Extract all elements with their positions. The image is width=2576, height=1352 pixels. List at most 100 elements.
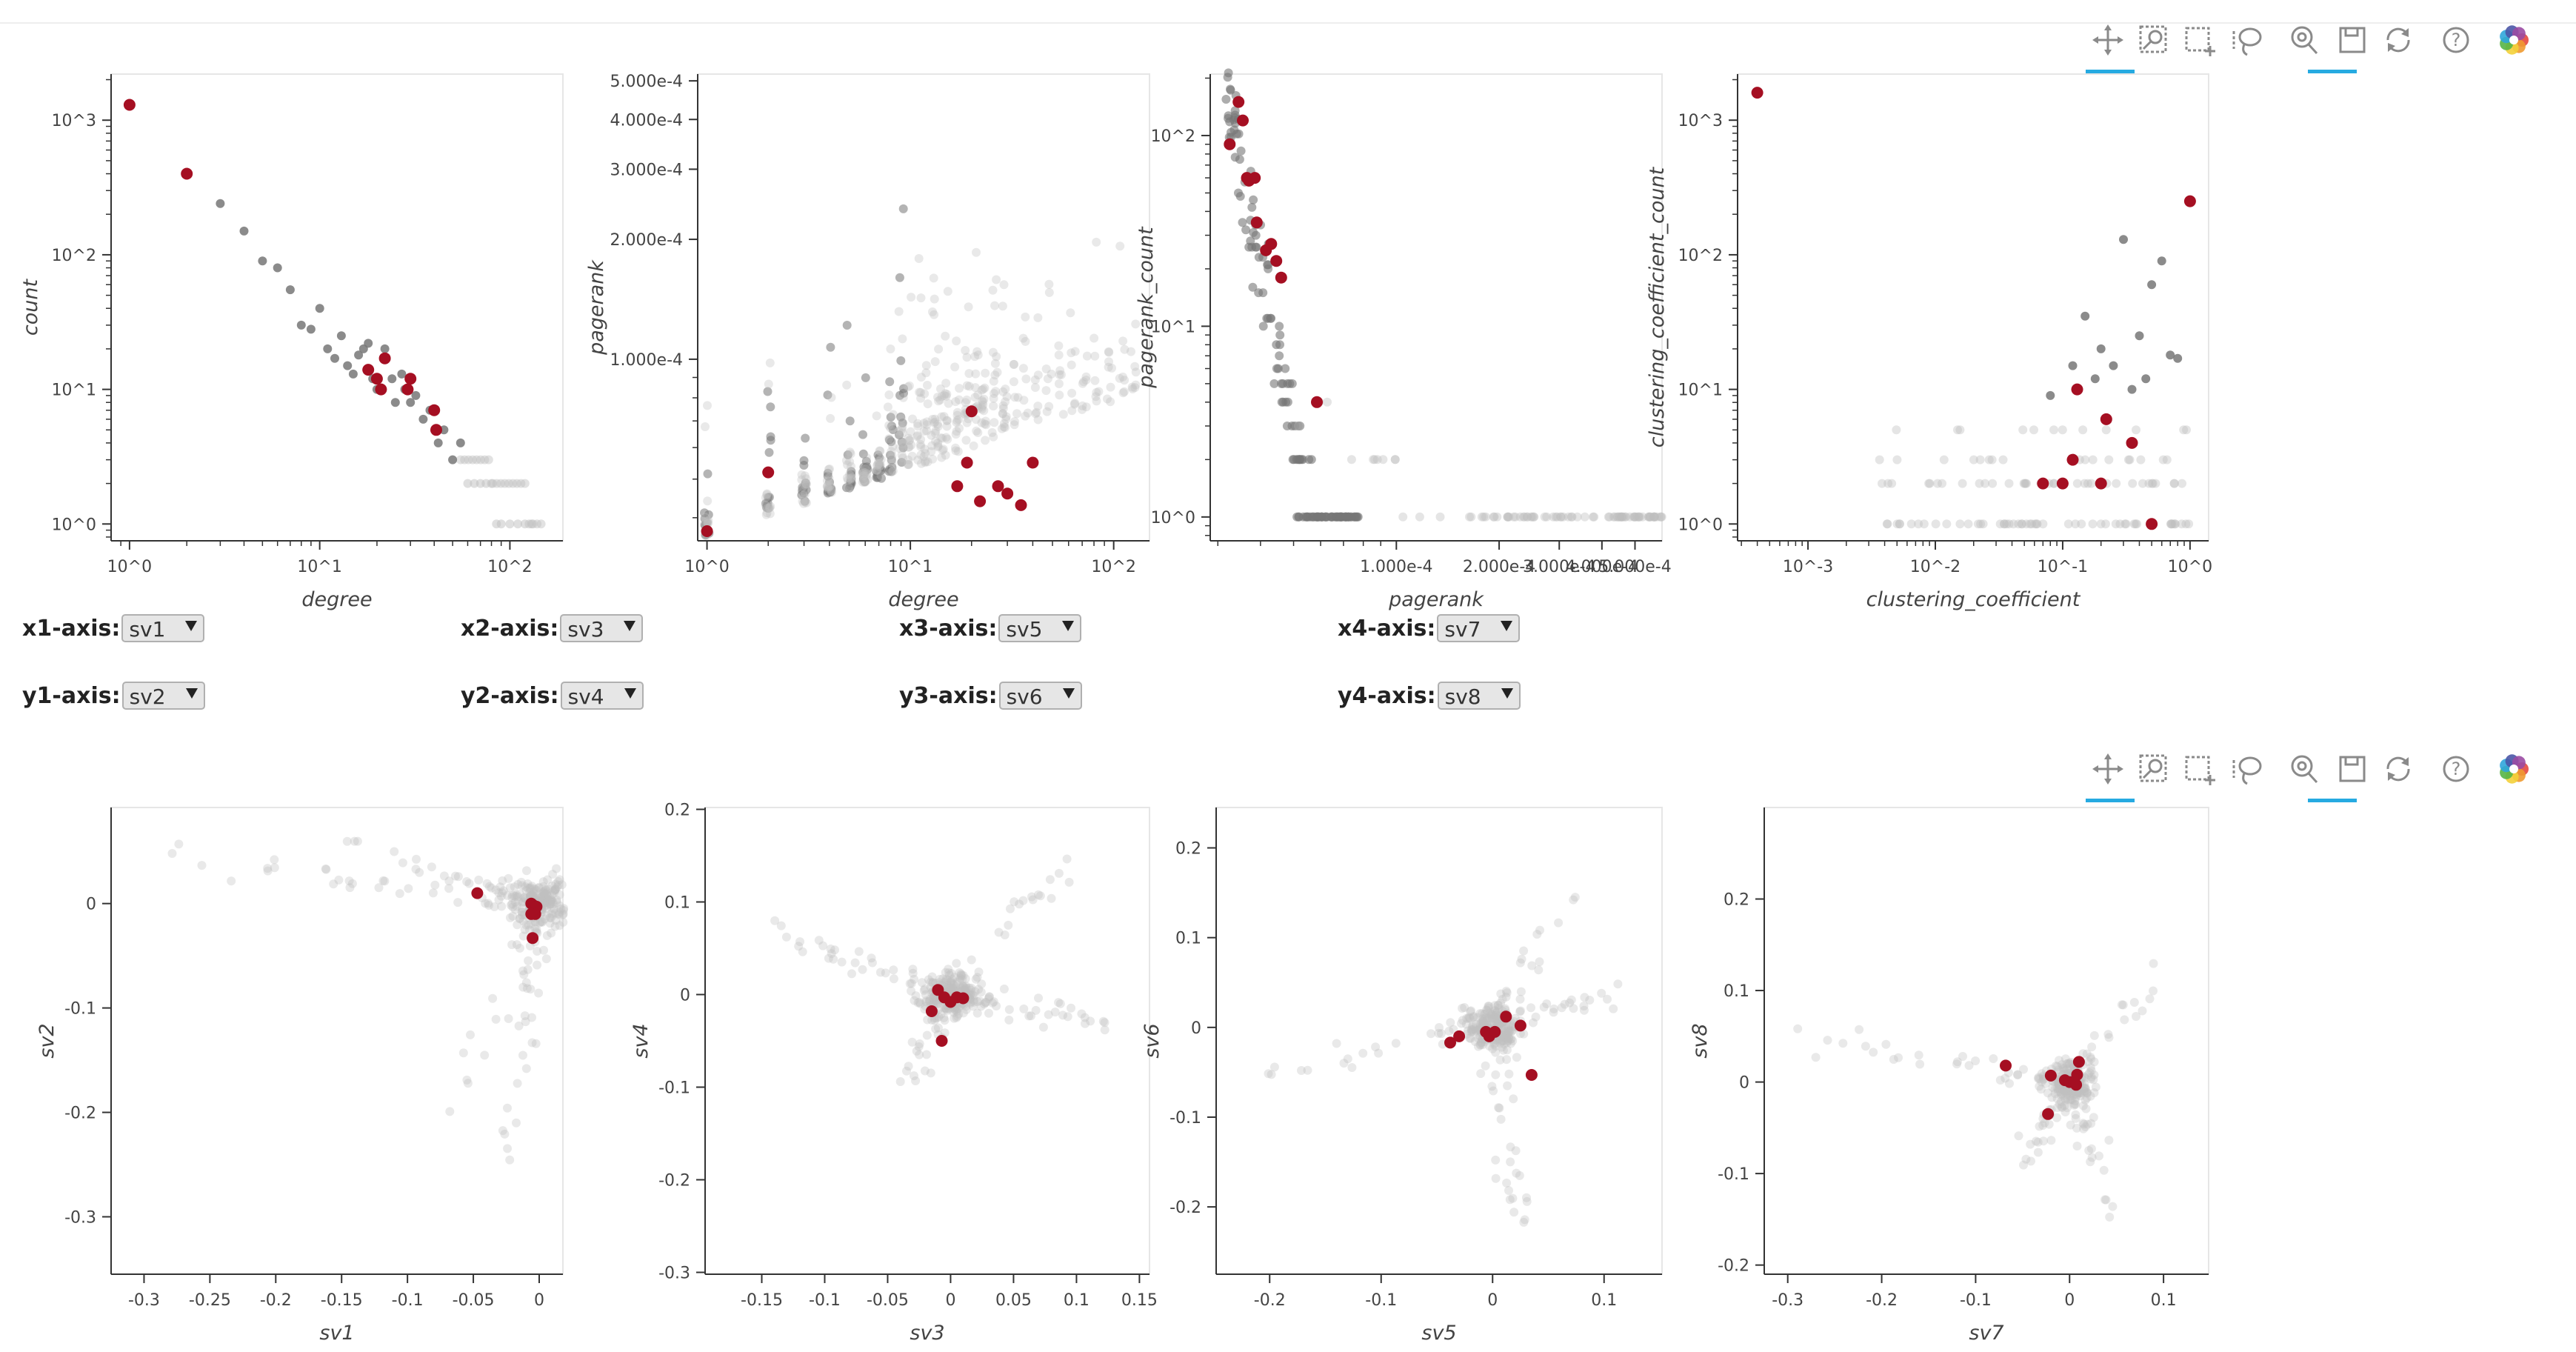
data-point	[463, 479, 473, 488]
plot-area[interactable]	[110, 807, 564, 1275]
reset-icon[interactable]	[2379, 750, 2417, 788]
data-point	[1350, 512, 1359, 522]
data-point	[2086, 1091, 2095, 1101]
data-point	[823, 484, 832, 493]
data-point	[2061, 1095, 2070, 1105]
data-point	[897, 414, 906, 423]
plot-area[interactable]	[704, 807, 1150, 1275]
data-point	[1494, 1003, 1504, 1013]
data-point	[959, 983, 969, 992]
data-point	[1491, 1173, 1501, 1183]
save-icon[interactable]	[2333, 750, 2372, 788]
data-point	[1092, 237, 1101, 247]
data-point	[955, 976, 964, 985]
data-point	[862, 462, 872, 472]
box-zoom-icon[interactable]	[2135, 21, 2173, 59]
y-axis-title: sv4	[630, 1023, 653, 1058]
save-icon[interactable]	[2333, 21, 2372, 59]
data-point	[886, 344, 895, 353]
data-point	[2058, 425, 2067, 435]
data-point	[2080, 1084, 2089, 1093]
data-point	[1995, 519, 2005, 529]
plot-area[interactable]	[697, 73, 1150, 542]
data-point	[904, 459, 913, 469]
data-point	[928, 307, 937, 316]
data-point	[972, 247, 981, 257]
help-icon[interactable]: ?	[2437, 21, 2475, 59]
data-point	[540, 914, 550, 924]
data-point	[703, 516, 712, 526]
reset-icon[interactable]	[2379, 21, 2417, 59]
data-point	[1004, 920, 1013, 930]
chevron-down-icon	[185, 688, 198, 699]
data-point	[990, 389, 999, 399]
y-axis-title: sv8	[1689, 1023, 1712, 1058]
data-point	[1987, 455, 1997, 464]
data-point	[2029, 425, 2038, 435]
data-point	[964, 983, 974, 993]
data-point	[1001, 397, 1010, 407]
data-point	[703, 519, 713, 527]
data-point	[1625, 512, 1635, 522]
x3-axis-select[interactable]: sv5	[998, 614, 1082, 642]
data-point	[1508, 1025, 1518, 1035]
data-point	[1511, 1146, 1521, 1156]
y3-axis-select[interactable]: sv6	[998, 682, 1082, 710]
data-point	[2049, 479, 2059, 488]
plot-area[interactable]	[1764, 807, 2209, 1275]
data-point	[795, 937, 804, 947]
selected-point	[951, 480, 964, 493]
x1-axis-select[interactable]: sv1	[121, 614, 205, 642]
box-select-icon[interactable]	[2180, 21, 2219, 59]
y1-axis-select[interactable]: sv2	[121, 682, 205, 710]
data-point	[1010, 393, 1020, 402]
data-point	[1230, 106, 1240, 116]
y2-axis-select[interactable]: sv4	[560, 682, 644, 710]
lasso-select-icon[interactable]	[2228, 750, 2266, 788]
plot-area[interactable]	[110, 73, 564, 542]
data-point	[1572, 512, 1582, 522]
data-point	[1078, 401, 1087, 410]
data-point	[1238, 218, 1247, 227]
data-point	[480, 1050, 490, 1060]
wheel-zoom-icon[interactable]	[2284, 21, 2323, 59]
data-point	[1131, 367, 1141, 377]
data-point	[2082, 1088, 2092, 1097]
data-point	[998, 409, 1007, 419]
data-point	[898, 437, 907, 447]
data-point	[1645, 512, 1655, 522]
data-point	[2089, 1070, 2099, 1079]
data-point	[517, 908, 527, 917]
data-point	[1249, 195, 1258, 204]
plot-area[interactable]	[1215, 807, 1663, 1275]
data-point	[703, 469, 713, 479]
lasso-select-icon[interactable]	[2228, 21, 2266, 59]
data-point	[1480, 1013, 1489, 1023]
data-point	[1502, 988, 1512, 997]
wheel-zoom-icon[interactable]	[2284, 750, 2323, 788]
box-zoom-icon[interactable]	[2135, 750, 2173, 788]
selected-point	[430, 424, 442, 436]
x2-axis-select[interactable]: sv3	[560, 614, 644, 642]
data-point	[1632, 512, 1642, 522]
data-point	[348, 369, 358, 379]
y4-axis-select[interactable]: sv8	[1437, 682, 1521, 710]
data-point	[2128, 479, 2138, 488]
pan-icon[interactable]	[2089, 750, 2127, 788]
box-select-icon[interactable]	[2180, 750, 2219, 788]
x4-axis-select[interactable]: sv7	[1437, 614, 1521, 642]
help-icon[interactable]: ?	[2437, 750, 2475, 788]
data-point	[928, 993, 938, 1003]
selected-point	[2071, 383, 2083, 396]
data-point	[1302, 512, 1312, 522]
data-point	[1501, 986, 1511, 996]
plot-area[interactable]	[1737, 73, 2209, 542]
plot-area[interactable]	[1209, 73, 1663, 542]
pan-icon[interactable]	[2089, 21, 2127, 59]
data-point	[2051, 1061, 2061, 1070]
data-point	[542, 893, 552, 903]
x-axis-title: degree	[301, 588, 372, 611]
y-tick-label: 0.2	[664, 802, 690, 820]
data-point	[1466, 1006, 1476, 1016]
data-point	[962, 395, 972, 404]
